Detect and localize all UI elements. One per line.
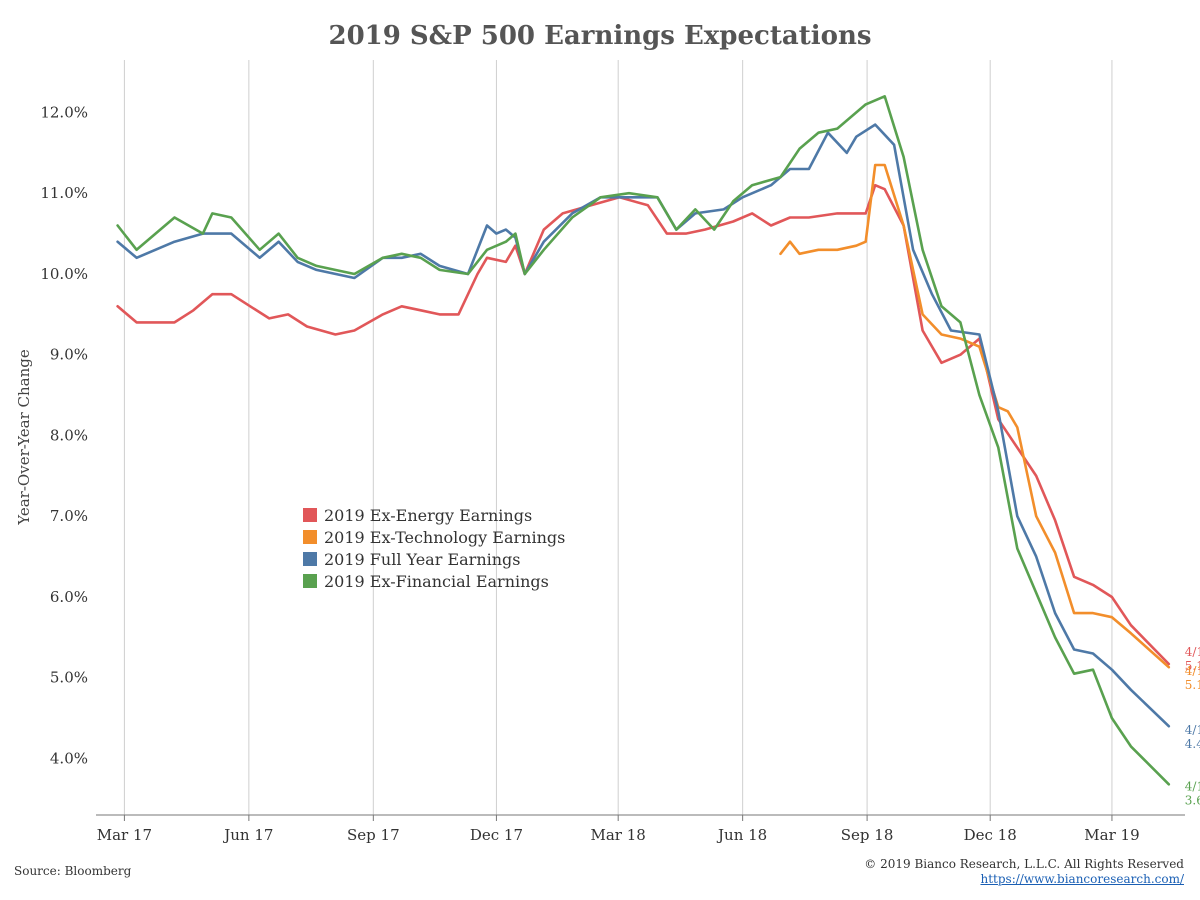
series-lines [116, 95, 1171, 786]
y-axis-ticks: 4.0% 5.0% 6.0% 7.0% 8.0% 9.0% 10.0% 11.0% 12.0% [40, 103, 88, 767]
x-tick-label: Jun 17 [222, 826, 273, 844]
series-line [779, 163, 1171, 669]
series-line [116, 183, 1171, 666]
x-tick-label: Mar 18 [591, 826, 646, 844]
y-axis-label: Year-Over-Year Change [15, 349, 33, 526]
y-tick-label: 7.0% [50, 507, 88, 525]
legend-label: 2019 Ex-Energy Earnings [324, 506, 532, 525]
legend-swatch [303, 530, 317, 544]
legend-label: 2019 Full Year Earnings [324, 550, 521, 569]
x-tick-label: Jun 18 [716, 826, 767, 844]
x-tick-label: Sep 17 [347, 826, 400, 844]
source-note: Source: Bloomberg [14, 864, 132, 878]
x-tick-label: Mar 17 [97, 826, 152, 844]
footer-credits: © 2019 Bianco Research, L.L.C. All Right… [864, 857, 1184, 887]
end-date-label: 4/12/19 [1185, 645, 1200, 659]
gridlines [123, 60, 1113, 815]
end-date-label: 4/12/19 [1185, 779, 1200, 793]
series-line [116, 95, 1171, 786]
y-tick-label: 9.0% [50, 346, 88, 364]
series-line [116, 123, 1171, 728]
y-tick-label: 6.0% [50, 588, 88, 606]
legend: 2019 Ex-Energy Earnings 2019 Ex-Technolog… [303, 506, 565, 591]
legend-swatch [303, 552, 317, 566]
end-value-label: 4.40% [1185, 737, 1200, 751]
end-date-label: 4/12/19 [1185, 723, 1200, 737]
y-tick-label: 5.0% [50, 669, 88, 687]
x-tick-label: Dec 17 [470, 826, 523, 844]
y-tick-label: 11.0% [40, 184, 88, 202]
y-tick-label: 10.0% [40, 265, 88, 283]
legend-swatch [303, 508, 317, 522]
x-axis-ticks: Mar 17 Jun 17 Sep 17 Dec 17 Mar 18 Jun 18 Sep … [97, 815, 1140, 844]
end-date-label: 4/12/19 [1185, 664, 1200, 678]
y-tick-label: 12.0% [40, 103, 88, 121]
legend-label: 2019 Ex-Financial Earnings [324, 572, 549, 591]
x-tick-label: Sep 18 [841, 826, 894, 844]
y-tick-label: 8.0% [50, 426, 88, 444]
legend-label: 2019 Ex-Technology Earnings [324, 528, 565, 547]
website-link[interactable]: https://www.biancoresearch.com/ [980, 872, 1184, 886]
end-value-label: 3.68% [1185, 793, 1200, 807]
end-value-label: 5.13% [1185, 678, 1200, 692]
copyright-text: © 2019 Bianco Research, L.L.C. All Right… [864, 857, 1184, 871]
x-tick-label: Dec 18 [964, 826, 1017, 844]
end-labels: 4/12/195.17%4/12/195.13%4/12/194.40%4/12… [1185, 645, 1200, 807]
y-tick-label: 4.0% [50, 749, 88, 767]
legend-swatch [303, 574, 317, 588]
chart-title: 2019 S&P 500 Earnings Expectations [328, 21, 871, 51]
x-tick-label: Mar 19 [1084, 826, 1139, 844]
end-value-label: 5.17% [1185, 659, 1200, 673]
